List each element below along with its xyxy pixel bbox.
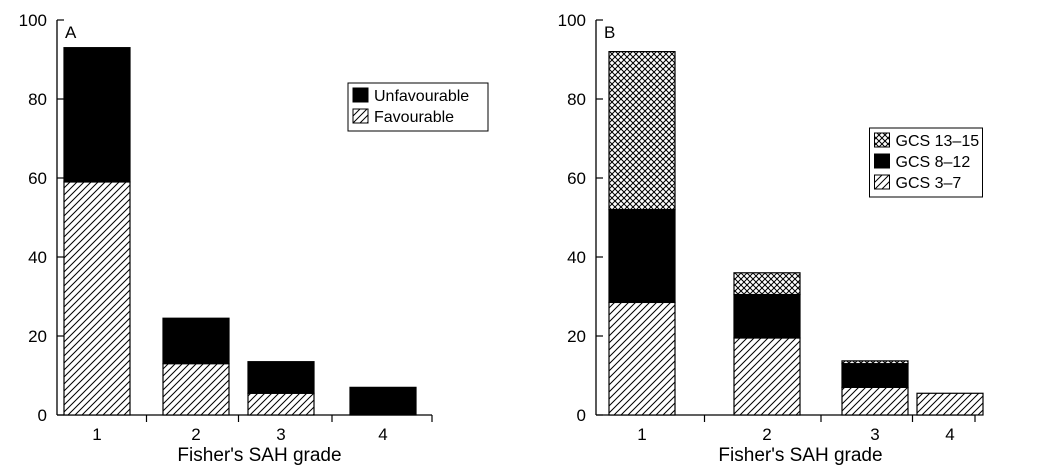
- bar-b-2-series-2: [733, 272, 801, 296]
- bar-b-2-series-0: [733, 337, 801, 416]
- x-tick-label: 1: [92, 425, 101, 444]
- legend: GCS 13–15 GCS 8–12 GCS 3–7: [869, 127, 983, 198]
- y-tick-label: 40: [28, 248, 47, 267]
- legend-box: [347, 82, 489, 132]
- bar-a-1-series-0: [63, 181, 131, 416]
- chart-panel-b: 0 20 40 60 80 100 1 2 3 4 Fisher's SAH grade B GCS 1…: [558, 11, 984, 466]
- y-tick-label: 20: [567, 327, 586, 346]
- bar-b-3-series-2: [841, 360, 909, 365]
- bar-b-2-series-1: [733, 293, 801, 339]
- bar-a-2-series-1: [162, 317, 230, 365]
- x-axis-title: Fisher's SAH grade: [177, 445, 341, 466]
- y-tick-label: 100: [19, 11, 47, 30]
- bar-a-3-series-1: [247, 361, 315, 394]
- legend-swatch: [352, 87, 369, 103]
- legend-label: Favourable: [374, 109, 454, 126]
- y-tick-label: 0: [577, 406, 586, 425]
- bar-b-1-series-1: [608, 209, 676, 304]
- bar-b-1-series-0: [608, 301, 676, 416]
- legend-swatch: [874, 153, 890, 169]
- legend-swatch: [874, 174, 890, 190]
- bar-b-3-series-1: [841, 363, 909, 388]
- legend-label: GCS 13–15: [896, 133, 980, 150]
- y-tick-label: 20: [28, 327, 47, 346]
- legend-swatch: [352, 108, 369, 124]
- panel-label: B: [604, 23, 615, 42]
- legend-label: GCS 8–12: [896, 154, 971, 171]
- legend-swatch: [874, 132, 890, 148]
- x-axis-title: Fisher's SAH grade: [718, 445, 882, 466]
- bar-a-3-series-0: [247, 392, 315, 416]
- bar-b-3-series-0: [841, 386, 909, 416]
- panel-label: A: [65, 23, 77, 42]
- bar-a-1-series-1: [63, 47, 131, 183]
- y-tick-label: 0: [38, 406, 47, 425]
- bar-a-2-series-0: [162, 363, 230, 416]
- chart-panel-a: 0 20 40 60 80 100 1 2 3 4 Fisher's SAH grade A Unfav…: [19, 11, 489, 466]
- bar-b-4-series-0: [916, 392, 984, 416]
- y-tick-label: 60: [28, 169, 47, 188]
- legend: Unfavourable Favourable: [347, 82, 489, 132]
- y-tick-label: 80: [28, 90, 47, 109]
- x-tick-label: 3: [276, 425, 285, 444]
- y-tick-label: 60: [567, 169, 586, 188]
- legend-label: Unfavourable: [374, 88, 469, 105]
- bar-a-4-series-1: [349, 386, 417, 416]
- x-tick-label: 4: [378, 425, 387, 444]
- y-tick-label: 80: [567, 90, 586, 109]
- x-tick-label: 4: [945, 425, 954, 444]
- x-tick-label: 3: [870, 425, 879, 444]
- x-tick-label: 2: [762, 425, 771, 444]
- y-tick-label: 100: [558, 11, 586, 30]
- legend-label: GCS 3–7: [896, 175, 962, 192]
- y-tick-label: 40: [567, 248, 586, 267]
- x-tick-label: 1: [637, 425, 646, 444]
- bar-b-1-series-2: [608, 50, 676, 211]
- x-tick-label: 2: [191, 425, 200, 444]
